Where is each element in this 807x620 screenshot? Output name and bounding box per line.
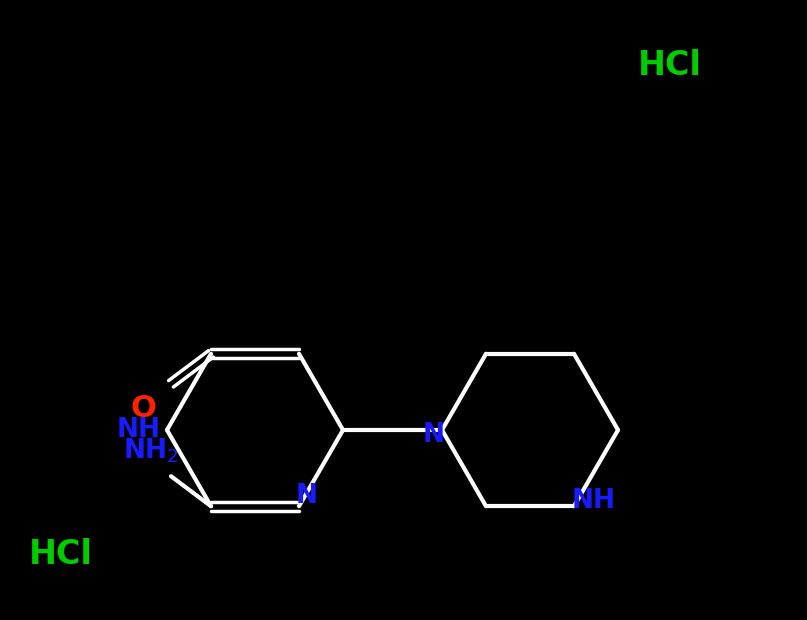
Text: NH: NH — [572, 488, 616, 514]
Text: HCl: HCl — [28, 538, 93, 572]
Text: NH: NH — [117, 417, 161, 443]
Text: NH$_2$: NH$_2$ — [123, 437, 179, 466]
Text: HCl: HCl — [638, 48, 702, 82]
Text: N: N — [423, 422, 445, 448]
Text: O: O — [130, 394, 156, 423]
Text: N: N — [296, 483, 318, 509]
